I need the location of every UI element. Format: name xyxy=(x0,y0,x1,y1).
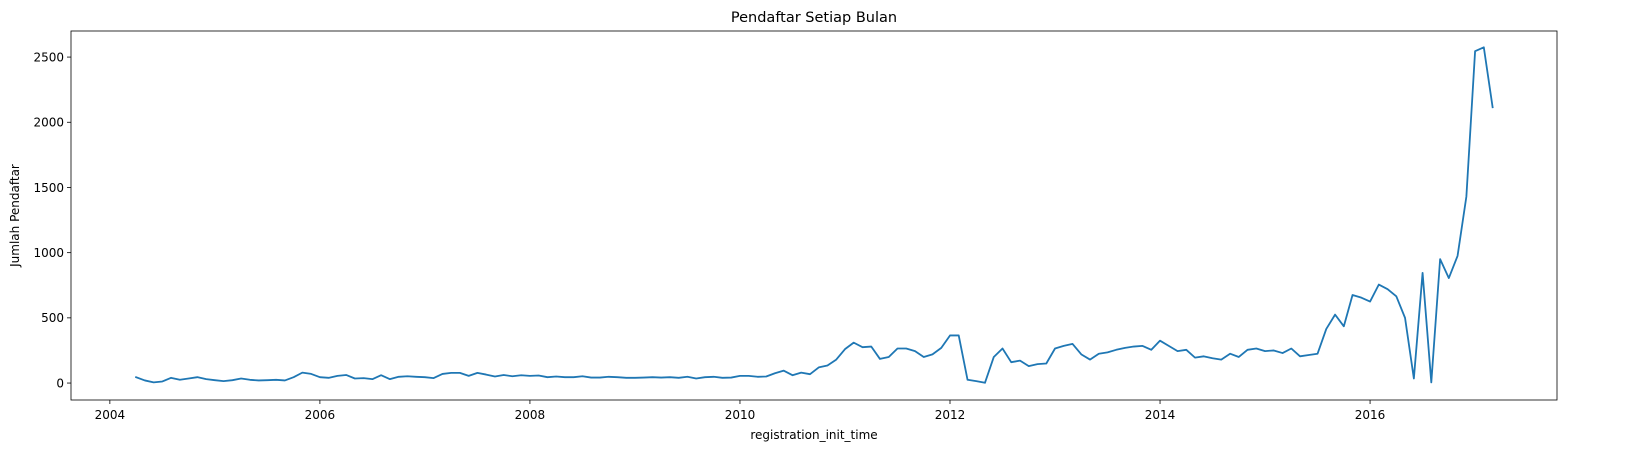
y-tick-label: 1000 xyxy=(33,246,64,260)
y-tick-label: 2000 xyxy=(33,116,64,130)
x-tick-label: 2012 xyxy=(935,408,966,422)
x-tick-label: 2016 xyxy=(1355,408,1386,422)
y-tick-label: 0 xyxy=(56,376,64,390)
y-tick-label: 1500 xyxy=(33,181,64,195)
y-tick-label: 500 xyxy=(41,311,64,325)
x-tick-label: 2004 xyxy=(95,408,126,422)
y-axis: 0 500 1000 1500 2000 2500 xyxy=(33,50,71,390)
x-axis-label: registration_init_time xyxy=(750,428,877,442)
series-layer xyxy=(134,46,1494,384)
plot-area xyxy=(70,30,1558,401)
x-tick-label: 2006 xyxy=(305,408,336,422)
x-tick-label: 2008 xyxy=(515,408,546,422)
x-axis: 2004 2006 2008 2010 2012 2014 2016 xyxy=(95,400,1386,422)
plot-frame xyxy=(70,30,1558,401)
chart-title: Pendaftar Setiap Bulan xyxy=(731,10,897,26)
y-axis-label: Jumlah Pendaftar xyxy=(8,164,22,268)
x-tick-label: 2014 xyxy=(1145,408,1176,422)
series-line-0 xyxy=(134,46,1494,384)
y-tick-label: 2500 xyxy=(33,50,64,64)
x-tick-label: 2010 xyxy=(725,408,756,422)
